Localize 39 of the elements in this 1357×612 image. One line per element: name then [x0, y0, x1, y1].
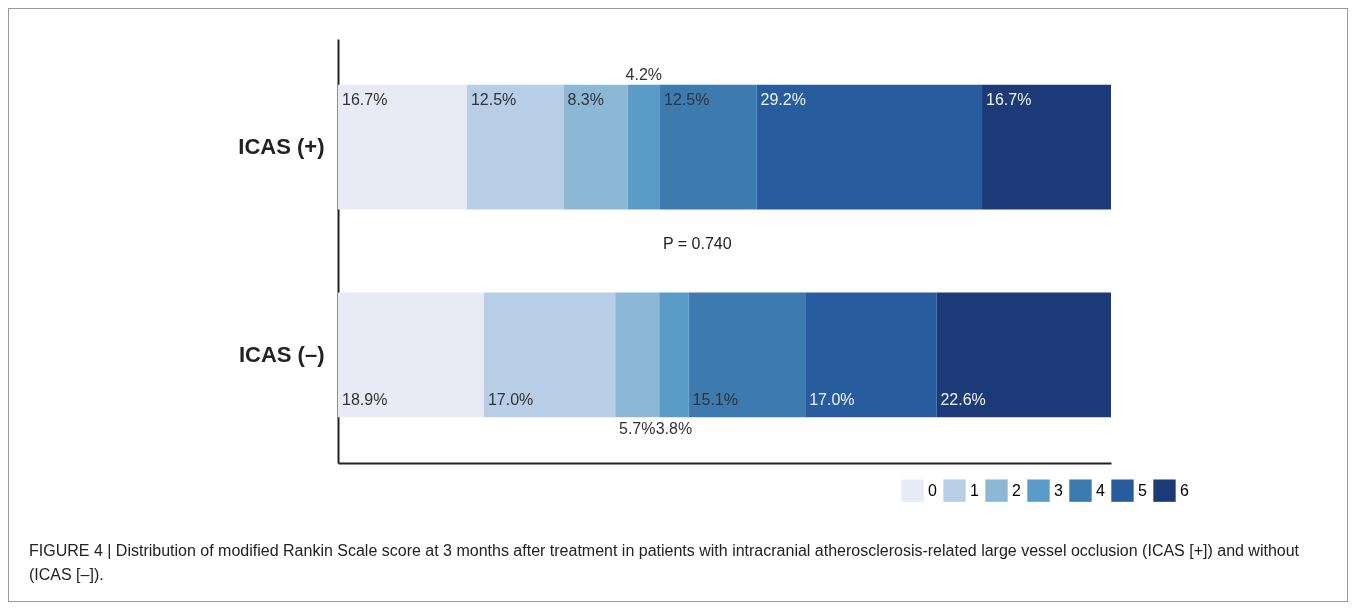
bar — [563, 84, 628, 210]
bar — [982, 84, 1111, 210]
bar — [805, 292, 937, 418]
bar — [338, 292, 484, 418]
data-label: 17.0% — [809, 390, 855, 408]
data-label: 18.9% — [342, 390, 388, 408]
data-label: 8.3% — [567, 90, 604, 108]
data-label: 16.7% — [986, 90, 1032, 108]
bar — [756, 84, 983, 210]
legend-label: 1 — [970, 481, 979, 499]
bar — [659, 292, 689, 418]
bar — [483, 292, 616, 418]
data-label: 3.8% — [655, 420, 693, 438]
bar — [627, 84, 661, 210]
legend-label: 6 — [1180, 481, 1189, 499]
data-label: 16.7% — [342, 90, 388, 108]
data-label: 12.5% — [470, 90, 517, 108]
caption: FIGURE 4 | Distribution of modified Rankin Scale score at 3 months after treatment in patients with intracranial atherosclerosis-related large vessel occlusion (ICAS [+]) and without (ICAS [–]). — [29, 541, 1301, 585]
y-tick-label: ICAS (+) — [238, 134, 325, 160]
data-label: 29.2% — [760, 90, 806, 108]
data-label: 4.2% — [625, 65, 663, 83]
legend-label: 2 — [1012, 481, 1021, 499]
bar — [466, 84, 564, 210]
bar — [615, 292, 660, 418]
annotation: P = 0.740 — [663, 235, 732, 252]
bar — [936, 292, 1111, 418]
data-label: 12.5% — [664, 90, 710, 108]
data-label: 22.6% — [940, 390, 986, 408]
bar — [688, 292, 806, 418]
bar — [660, 84, 757, 210]
y-tick-label: ICAS (–) — [238, 341, 325, 367]
legend-label: 0 — [928, 481, 937, 499]
data-label: 5.7% — [619, 420, 656, 438]
legend-label: 3 — [1054, 481, 1063, 499]
data-label: 15.1% — [692, 390, 738, 408]
bar — [338, 84, 467, 210]
legend-label: 5 — [1138, 481, 1147, 499]
data-label: 17.0% — [487, 390, 534, 408]
legend-label: 4 — [1096, 481, 1105, 499]
